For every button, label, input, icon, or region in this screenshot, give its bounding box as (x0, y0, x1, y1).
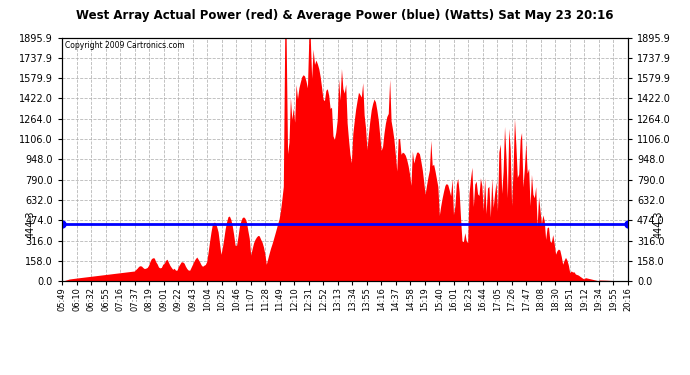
Text: 444.3: 444.3 (654, 210, 664, 238)
Text: 444.3: 444.3 (26, 210, 36, 238)
Text: Copyright 2009 Cartronics.com: Copyright 2009 Cartronics.com (65, 41, 184, 50)
Text: West Array Actual Power (red) & Average Power (blue) (Watts) Sat May 23 20:16: West Array Actual Power (red) & Average … (77, 9, 613, 22)
